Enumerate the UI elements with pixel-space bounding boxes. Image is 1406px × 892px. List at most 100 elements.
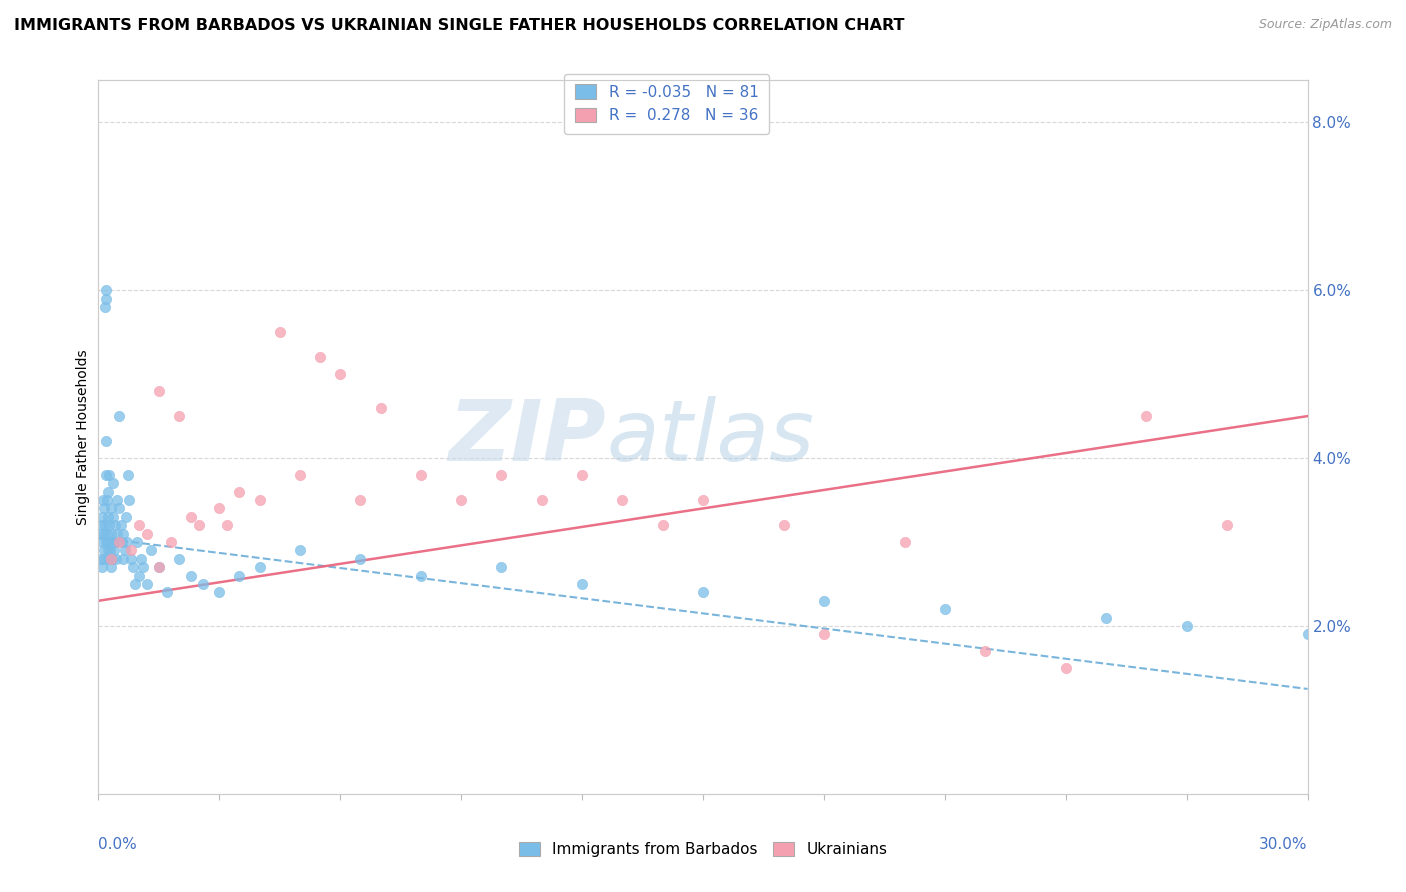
Point — [117, 467, 139, 482]
Point — [160, 535, 183, 549]
Point — [100, 526, 122, 541]
Point — [97, 509, 120, 524]
Point — [114, 543, 136, 558]
Point — [309, 351, 332, 365]
Point — [139, 543, 162, 558]
Point — [1175, 619, 1198, 633]
Text: 30.0%: 30.0% — [1260, 837, 1308, 852]
Point — [107, 535, 129, 549]
Point — [93, 543, 115, 558]
Point — [96, 526, 118, 541]
Point — [934, 602, 956, 616]
Point — [97, 551, 120, 566]
Point — [349, 551, 371, 566]
Point — [120, 551, 142, 566]
Legend: Immigrants from Barbados, Ukrainians: Immigrants from Barbados, Ukrainians — [510, 834, 896, 864]
Point — [103, 535, 125, 549]
Point — [148, 384, 170, 398]
Point — [112, 526, 135, 541]
Text: Source: ZipAtlas.com: Source: ZipAtlas.com — [1258, 18, 1392, 31]
Point — [409, 467, 432, 482]
Point — [108, 501, 131, 516]
Point — [249, 493, 271, 508]
Point — [114, 509, 136, 524]
Point — [288, 543, 311, 558]
Point — [128, 518, 150, 533]
Point — [100, 551, 122, 566]
Point — [93, 551, 115, 566]
Point — [491, 560, 513, 574]
Point — [90, 551, 112, 566]
Point — [188, 518, 211, 533]
Point — [1216, 518, 1239, 533]
Text: IMMIGRANTS FROM BARBADOS VS UKRAINIAN SINGLE FATHER HOUSEHOLDS CORRELATION CHART: IMMIGRANTS FROM BARBADOS VS UKRAINIAN SI… — [14, 18, 904, 33]
Point — [105, 493, 128, 508]
Point — [100, 551, 122, 566]
Point — [349, 493, 371, 508]
Point — [120, 543, 142, 558]
Point — [91, 535, 114, 549]
Point — [115, 535, 138, 549]
Point — [98, 535, 121, 549]
Point — [103, 518, 125, 533]
Point — [97, 518, 120, 533]
Point — [813, 627, 835, 641]
Point — [124, 577, 146, 591]
Point — [111, 535, 134, 549]
Point — [571, 577, 593, 591]
Point — [94, 518, 117, 533]
Point — [97, 543, 120, 558]
Point — [692, 493, 714, 508]
Text: ZIP: ZIP — [449, 395, 606, 479]
Point — [104, 551, 127, 566]
Point — [91, 493, 114, 508]
Point — [692, 585, 714, 599]
Point — [91, 509, 114, 524]
Point — [96, 535, 118, 549]
Point — [96, 493, 118, 508]
Point — [100, 560, 122, 574]
Point — [94, 467, 117, 482]
Point — [228, 484, 250, 499]
Point — [118, 493, 141, 508]
Point — [104, 535, 127, 549]
Point — [772, 518, 794, 533]
Point — [148, 560, 170, 574]
Point — [103, 543, 125, 558]
Point — [96, 434, 118, 449]
Point — [288, 467, 311, 482]
Point — [98, 467, 121, 482]
Point — [100, 501, 122, 516]
Point — [93, 526, 115, 541]
Point — [329, 367, 352, 381]
Point — [813, 594, 835, 608]
Point — [370, 401, 392, 415]
Point — [1296, 627, 1319, 641]
Point — [1095, 610, 1118, 624]
Point — [612, 493, 634, 508]
Point — [651, 518, 673, 533]
Point — [125, 535, 148, 549]
Point — [1135, 409, 1157, 423]
Text: 0.0%: 0.0% — [98, 837, 138, 852]
Point — [571, 467, 593, 482]
Point — [180, 568, 202, 582]
Point — [530, 493, 553, 508]
Point — [217, 518, 239, 533]
Point — [193, 577, 215, 591]
Point — [110, 518, 132, 533]
Point — [94, 283, 117, 297]
Point — [156, 585, 179, 599]
Point — [228, 568, 250, 582]
Point — [409, 568, 432, 582]
Point — [107, 409, 129, 423]
Point — [105, 526, 128, 541]
Point — [132, 560, 155, 574]
Point — [91, 560, 114, 574]
Point — [249, 560, 271, 574]
Point — [135, 526, 157, 541]
Text: atlas: atlas — [606, 395, 814, 479]
Point — [93, 501, 115, 516]
Point — [208, 585, 231, 599]
Point — [180, 509, 202, 524]
